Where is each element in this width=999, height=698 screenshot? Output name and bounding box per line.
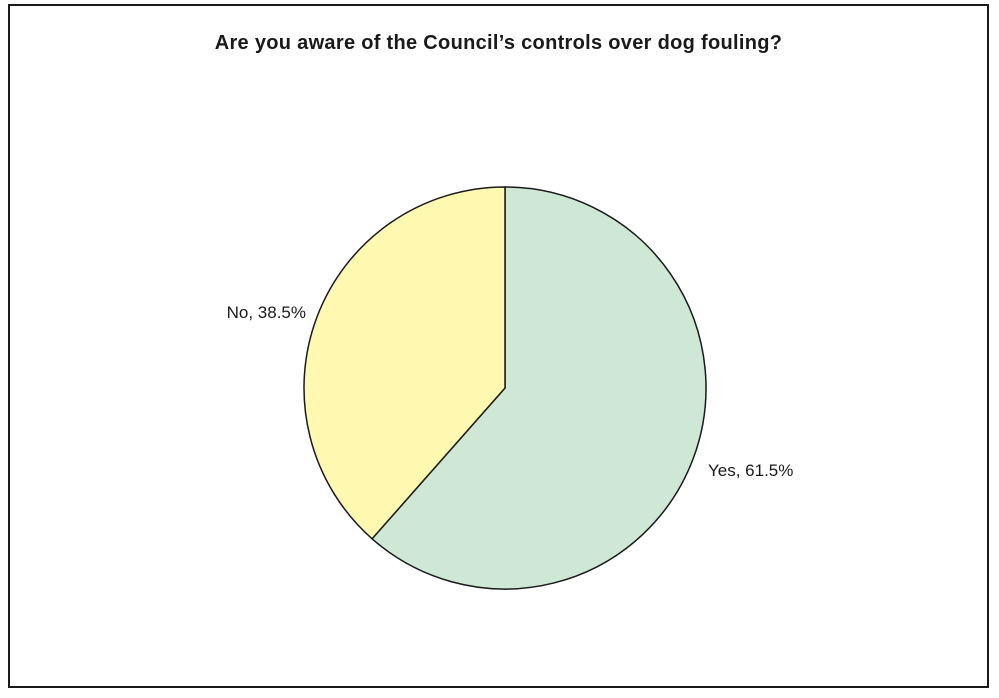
slice-label-yes: Yes, 61.5% <box>708 461 793 480</box>
chart-title: Are you aware of the Council’s controls … <box>214 32 783 54</box>
pie-slice-no <box>303 186 506 540</box>
slice-label-no: No, 38.5% <box>227 303 306 322</box>
pie-slice-yes <box>371 186 707 590</box>
pie-slices <box>303 186 707 590</box>
pie-labels: Yes, 61.5% No, 38.5% <box>227 303 794 480</box>
